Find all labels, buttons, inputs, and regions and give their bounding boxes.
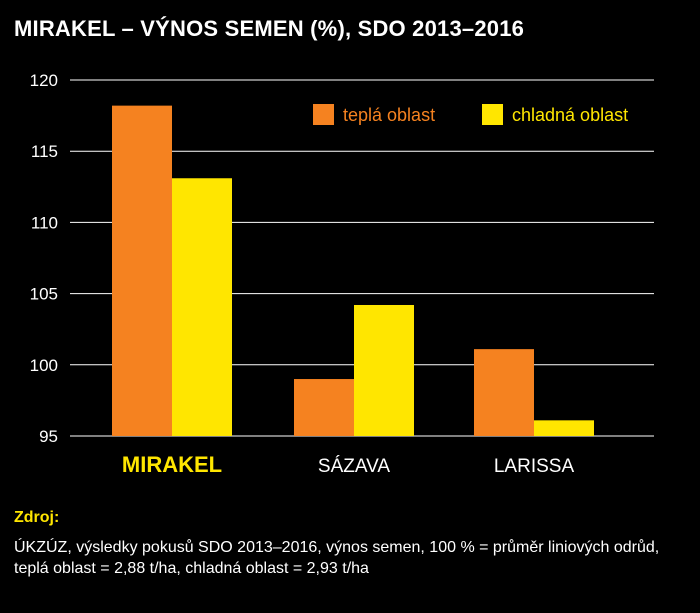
- y-tick-label: 115: [31, 142, 58, 161]
- source-label: Zdroj:: [14, 509, 60, 526]
- bars: [112, 105, 594, 437]
- chart-title: MIRAKEL – VÝNOS SEMEN (%), SDO 2013–2016: [14, 16, 525, 41]
- legend-swatch-warm: [313, 104, 334, 125]
- legend-label-cold: chladná oblast: [512, 105, 628, 125]
- bar-warm-2: [474, 349, 534, 436]
- x-axis-ticks: MIRAKEL SÁZAVA LARISSA: [122, 452, 575, 477]
- y-tick-label: 120: [30, 71, 58, 90]
- y-tick-label: 100: [30, 356, 58, 375]
- x-tick-label: SÁZAVA: [318, 456, 390, 477]
- bar-cold-2: [534, 420, 594, 436]
- x-tick-label: LARISSA: [494, 456, 575, 477]
- bar-chart: 95 100 105 110 115 120 MIRAKEL SÁZAVA LARISSA t…: [30, 71, 654, 477]
- bar-warm-0: [112, 105, 172, 437]
- bar-cold-0: [172, 178, 232, 437]
- bar-cold-1: [354, 304, 414, 436]
- legend-swatch-cold: [482, 104, 503, 125]
- source-text: ÚKZÚZ, výsledky pokusů SDO 2013–2016, vý…: [14, 539, 660, 577]
- y-tick-label: 105: [30, 285, 58, 304]
- y-axis-ticks: 95 100 105 110 115 120: [30, 71, 58, 446]
- legend-label-warm: teplá oblast: [343, 105, 435, 125]
- y-tick-label: 110: [31, 213, 58, 232]
- y-tick-label: 95: [39, 427, 58, 446]
- legend: teplá oblast chladná oblast: [313, 104, 628, 125]
- x-tick-label: MIRAKEL: [122, 452, 222, 477]
- bar-warm-1: [294, 379, 354, 436]
